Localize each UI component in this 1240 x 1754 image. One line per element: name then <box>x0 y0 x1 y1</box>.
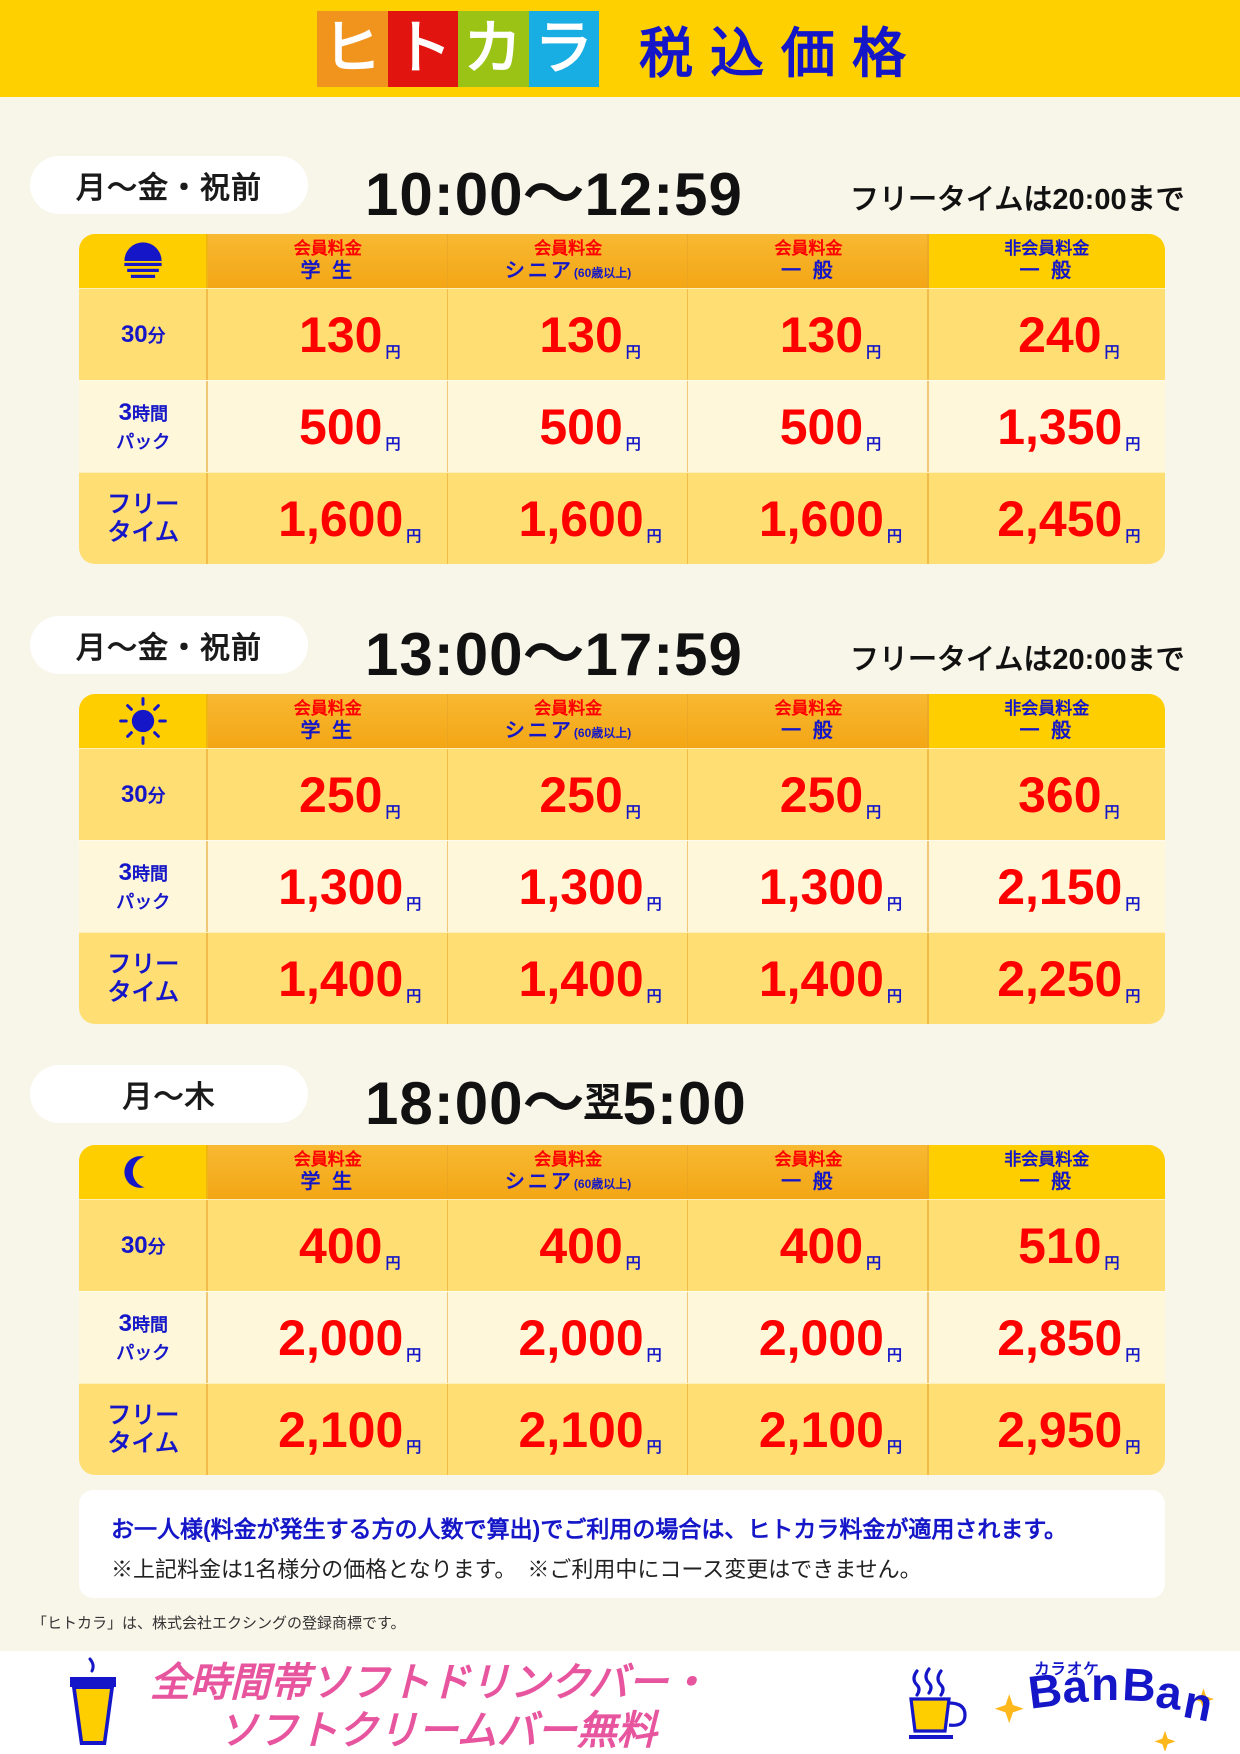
svg-text:a: a <box>1153 1665 1185 1720</box>
svg-text:ラ: ラ <box>534 15 592 80</box>
svg-text:ト: ト <box>393 15 451 80</box>
svg-text:B: B <box>1025 1663 1064 1719</box>
svg-text:a: a <box>1061 1660 1090 1713</box>
svg-text:カ: カ <box>464 15 522 80</box>
svg-text:B: B <box>1121 1658 1157 1712</box>
svg-text:ヒ: ヒ <box>323 15 381 80</box>
svg-text:n: n <box>1091 1658 1119 1710</box>
svg-text:n: n <box>1179 1675 1217 1731</box>
